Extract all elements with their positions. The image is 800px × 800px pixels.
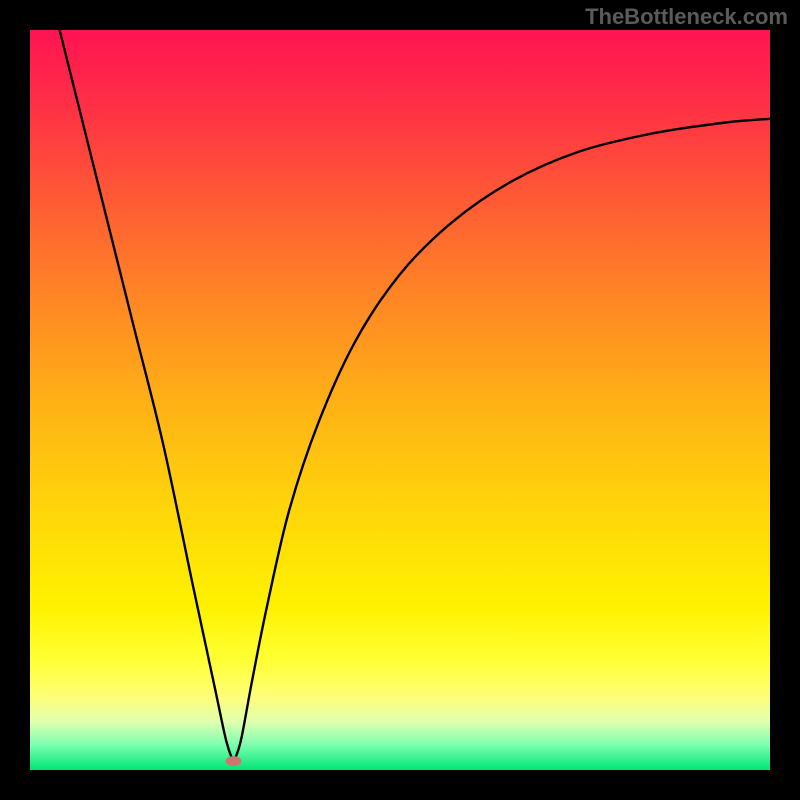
watermark-text: TheBottleneck.com xyxy=(585,4,788,30)
plot-area xyxy=(30,30,770,770)
vertex-marker xyxy=(226,756,242,766)
curve-left-branch xyxy=(60,30,234,763)
curve-layer xyxy=(30,30,770,770)
curve-right-branch xyxy=(234,119,771,763)
